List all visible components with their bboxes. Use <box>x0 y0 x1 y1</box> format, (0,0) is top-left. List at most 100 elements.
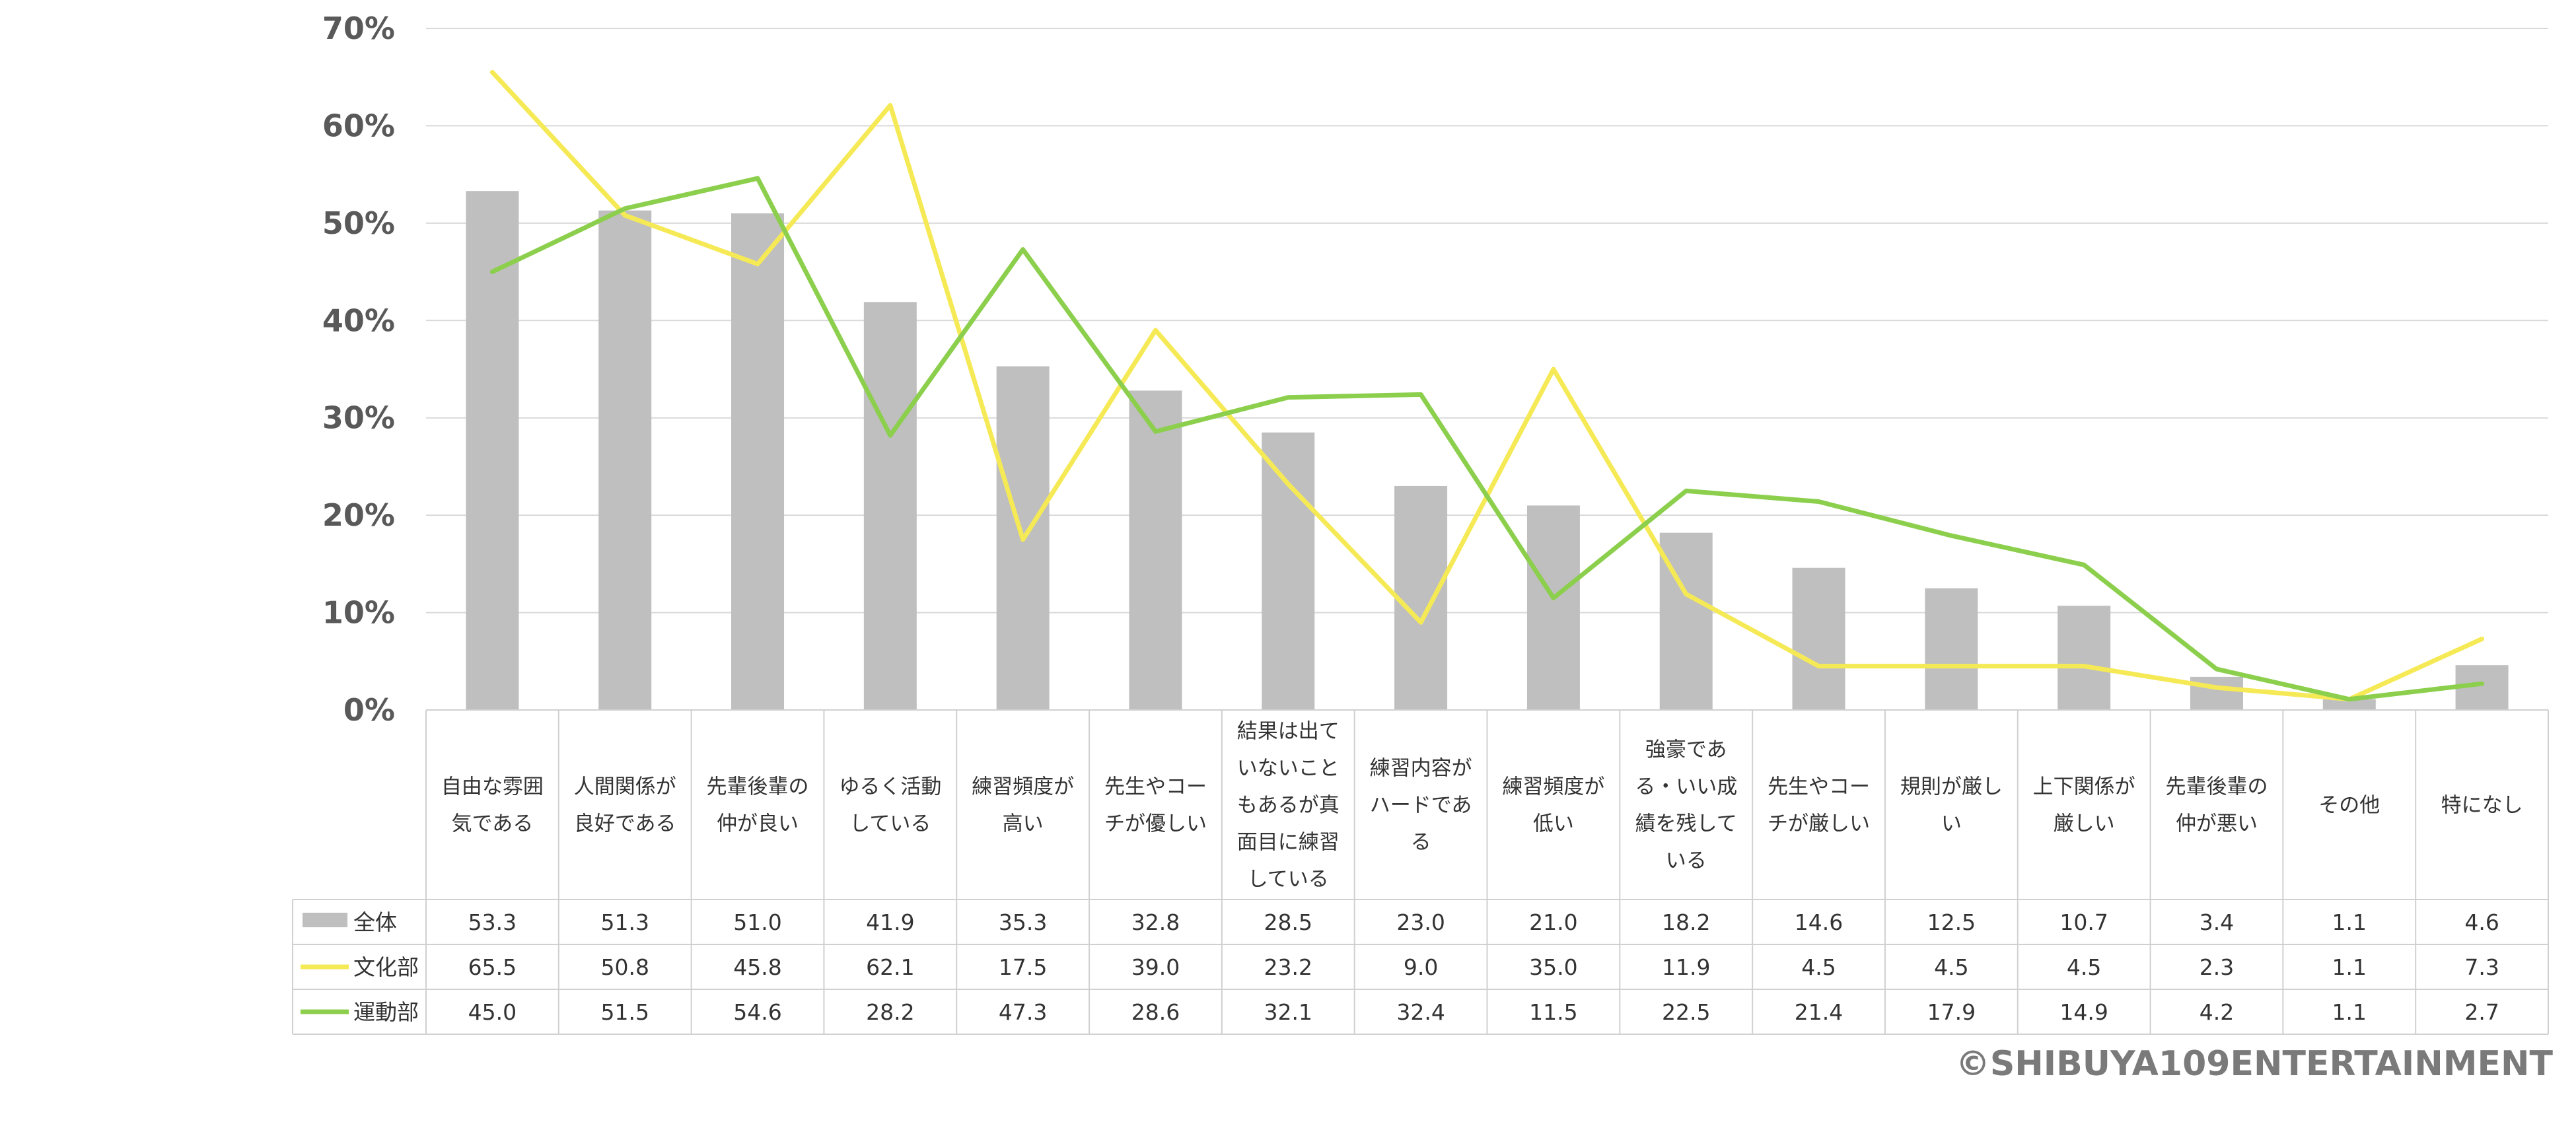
category-label: 強豪であ <box>1645 738 1727 762</box>
table-cell-value: 47.3 <box>999 999 1047 1025</box>
chart: 0%10%20%30%40%50%60%70% 自由な雰囲気である人間関係が良好… <box>0 0 2576 1130</box>
table-cell-value: 54.6 <box>733 999 781 1025</box>
table-cell-value: 2.3 <box>2200 954 2234 980</box>
table-cell-value: 4.5 <box>2067 954 2101 980</box>
legend-label: 運動部 <box>353 999 419 1025</box>
category-label: 仲が良い <box>717 812 799 836</box>
bar <box>1793 568 1845 710</box>
legend-label: 文化部 <box>353 954 419 980</box>
table-cell-value: 51.5 <box>600 999 649 1025</box>
category-label: 上下関係が <box>2033 775 2135 799</box>
table-cell-value: 18.2 <box>1662 909 1710 935</box>
y-tick-label: 10% <box>322 595 395 631</box>
bar <box>2190 677 2243 710</box>
legend-key-bar <box>303 913 347 927</box>
category-label: 面目に練習 <box>1237 831 1340 855</box>
table-cell-value: 22.5 <box>1662 999 1710 1025</box>
line-point <box>492 72 493 73</box>
line-point <box>625 208 626 209</box>
category-label: 仲が悪い <box>2176 812 2258 836</box>
line-series <box>492 72 2482 699</box>
table-cell-value: 11.9 <box>1662 954 1710 980</box>
table-cell-value: 51.3 <box>600 909 649 935</box>
category-label: もあるが真 <box>1237 794 1340 818</box>
category-label: い <box>1941 812 1962 836</box>
y-tick-label: 20% <box>322 497 395 533</box>
bar <box>466 191 519 710</box>
table-cell-value: 4.2 <box>2200 999 2234 1025</box>
category-label: 良好である <box>574 812 676 836</box>
line-point <box>1288 483 1289 484</box>
table-cell-value: 14.6 <box>1795 909 1843 935</box>
category-label: している <box>849 812 931 836</box>
category-label: その他 <box>2318 794 2380 818</box>
table-cell-value: 51.0 <box>733 909 781 935</box>
y-tick-label: 50% <box>322 205 395 241</box>
category-label: 気である <box>452 812 534 836</box>
bar <box>1925 588 1978 710</box>
bar <box>1262 433 1314 710</box>
bar <box>1527 505 1580 710</box>
line-point <box>1155 431 1156 432</box>
bar-series <box>466 191 2508 710</box>
table-cell-value: 32.8 <box>1131 909 1180 935</box>
category-label: 先生やコー <box>1104 775 1207 799</box>
table-cell-value: 45.0 <box>468 999 517 1025</box>
table-cell-value: 3.4 <box>2200 909 2234 935</box>
y-tick-label: 0% <box>343 692 395 728</box>
table-cell-value: 9.0 <box>1404 954 1438 980</box>
table-cell-value: 50.8 <box>600 954 649 980</box>
table-cell-value: 23.0 <box>1396 909 1445 935</box>
category-label: 特になし <box>2441 794 2523 818</box>
table-cell-value: 28.6 <box>1131 999 1180 1025</box>
y-tick-label: 70% <box>322 11 395 46</box>
category-label: チが優しい <box>1104 812 1207 836</box>
category-label: 高い <box>1003 812 1044 836</box>
category-label: ゆるく活動 <box>839 775 941 799</box>
category-label: 結果は出て <box>1237 720 1340 744</box>
table-cell-value: 1.1 <box>2332 999 2367 1025</box>
table-cell-value: 1.1 <box>2332 954 2367 980</box>
category-label: 先生やコー <box>1768 775 1870 799</box>
y-tick-label: 60% <box>322 108 395 143</box>
category-label: る・いい成 <box>1635 775 1737 799</box>
table-cell-value: 17.9 <box>1927 999 1976 1025</box>
table-cell-value: 4.5 <box>1801 954 1836 980</box>
table-cell-value: 28.5 <box>1264 909 1312 935</box>
line-point <box>492 271 493 272</box>
line-point <box>2216 669 2217 670</box>
table-cell-value: 32.1 <box>1264 999 1312 1025</box>
category-label: る <box>1411 831 1431 855</box>
category-label: 先輩後輩の <box>2165 775 2268 799</box>
table-cell-value: 10.7 <box>2059 909 2108 935</box>
bar <box>2057 606 2110 710</box>
category-label: 自由な雰囲 <box>441 775 544 799</box>
y-tick-label: 40% <box>322 302 395 338</box>
table-cell-value: 23.2 <box>1264 954 1312 980</box>
table-cell-value: 21.0 <box>1529 909 1577 935</box>
category-label: 人間関係が <box>574 775 676 799</box>
category-label: 練習内容が <box>1370 757 1472 781</box>
bar <box>731 213 784 710</box>
line-point <box>1818 501 1819 502</box>
category-label: ハードであ <box>1370 794 1472 818</box>
table-cell-value: 53.3 <box>468 909 517 935</box>
table-cell-value: 4.5 <box>1934 954 1968 980</box>
line-point <box>1155 330 1156 331</box>
category-label: いる <box>1666 849 1707 873</box>
line-point <box>625 215 626 216</box>
table-cell-value: 1.1 <box>2332 909 2367 935</box>
table-cell-value: 21.4 <box>1795 999 1843 1025</box>
category-label: 先輩後輩の <box>707 775 809 799</box>
category-label: 練習頻度が <box>1502 775 1604 799</box>
line-point <box>1553 369 1554 370</box>
table-cell-value: 11.5 <box>1529 999 1577 1025</box>
table-cell-value: 14.9 <box>2059 999 2108 1025</box>
table-cell-value: 32.4 <box>1396 999 1445 1025</box>
table-cell-value: 35.0 <box>1529 954 1577 980</box>
table-cell-value: 2.7 <box>2464 999 2499 1025</box>
table-cell-value: 65.5 <box>468 954 517 980</box>
category-label: している <box>1248 868 1329 892</box>
bar <box>1129 390 1182 710</box>
